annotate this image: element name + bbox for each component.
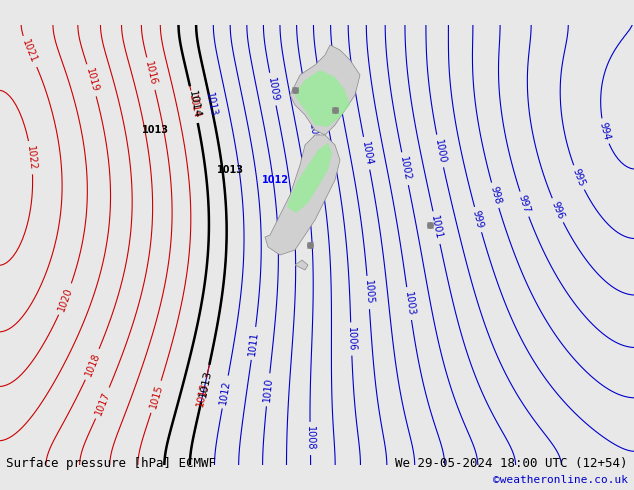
Text: 995: 995 [571, 167, 586, 188]
Text: 1016: 1016 [143, 61, 158, 87]
Text: 1018: 1018 [83, 351, 101, 378]
Text: 1013: 1013 [195, 381, 210, 407]
Text: We 29-05-2024 18:00 UTC (12+54): We 29-05-2024 18:00 UTC (12+54) [395, 457, 628, 470]
Text: 1013: 1013 [198, 368, 213, 398]
Text: 997: 997 [517, 194, 532, 215]
Text: 1010: 1010 [262, 377, 274, 402]
Text: 1003: 1003 [403, 291, 416, 317]
Text: 1007: 1007 [307, 122, 321, 148]
Text: 1001: 1001 [429, 215, 444, 241]
Text: 1005: 1005 [363, 280, 374, 305]
Text: 996: 996 [550, 200, 566, 221]
Text: 1022: 1022 [25, 145, 37, 171]
Text: 1013: 1013 [141, 125, 169, 135]
Text: 1000: 1000 [433, 138, 447, 164]
Polygon shape [287, 143, 332, 213]
Text: 998: 998 [488, 185, 502, 205]
Text: 1017: 1017 [93, 390, 112, 416]
Text: 999: 999 [471, 209, 485, 230]
Text: 1011: 1011 [247, 331, 260, 356]
Polygon shape [295, 70, 350, 127]
Text: 1002: 1002 [398, 156, 412, 182]
Text: 1020: 1020 [56, 286, 74, 313]
Text: 1004: 1004 [359, 140, 373, 166]
Polygon shape [290, 45, 360, 135]
Text: 1012: 1012 [218, 379, 232, 405]
Text: Surface pressure [hPa] ECMWF: Surface pressure [hPa] ECMWF [6, 457, 216, 470]
Polygon shape [295, 260, 308, 270]
Text: 1008: 1008 [305, 426, 315, 451]
Text: 1009: 1009 [266, 76, 280, 102]
Text: 1013: 1013 [216, 165, 243, 175]
Text: 1006: 1006 [346, 326, 356, 351]
Text: 1021: 1021 [20, 38, 39, 65]
Text: 1014: 1014 [187, 94, 202, 120]
Text: 1014: 1014 [186, 90, 202, 120]
Polygon shape [265, 135, 340, 255]
Text: 1012: 1012 [261, 175, 288, 185]
Text: 994: 994 [598, 121, 612, 141]
Text: ©weatheronline.co.uk: ©weatheronline.co.uk [493, 475, 628, 485]
Text: 1015: 1015 [148, 384, 164, 410]
Text: 1019: 1019 [84, 67, 100, 94]
Text: 1013: 1013 [204, 92, 218, 118]
